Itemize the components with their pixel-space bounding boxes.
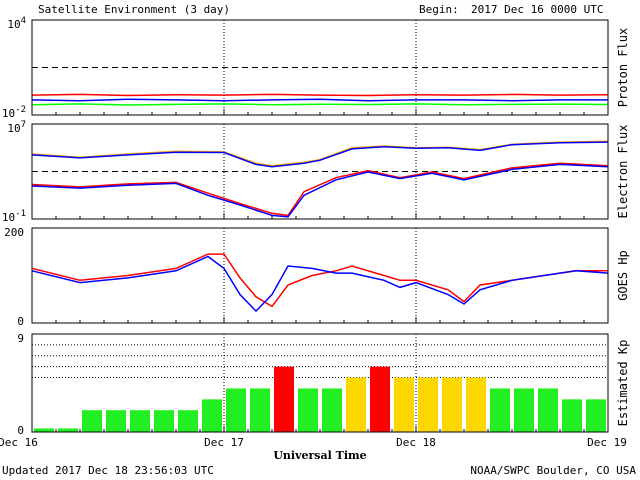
electron-flux-panel: 107 10-1 Electron Flux (2, 120, 630, 224)
updated-timestamp: Updated 2017 Dec 18 23:56:03 UTC (2, 464, 214, 477)
kp-bar (442, 377, 462, 432)
kp-bar (394, 377, 414, 432)
electron-flux-axis-label: Electron Flux (616, 125, 630, 219)
goes-hp-series-blue (31, 255, 609, 313)
kp-bar (538, 388, 558, 432)
kp-bar (322, 388, 342, 432)
kp-bar (370, 366, 390, 432)
proton-flux-series-blue (31, 98, 608, 102)
begin-value: 2017 Dec 16 0000 UTC (471, 3, 603, 16)
begin-label: Begin: (419, 3, 459, 16)
kp-bar (514, 388, 534, 432)
kp-bar (58, 428, 78, 432)
kp-bar (466, 377, 486, 432)
proton-flux-panel: 104 10-2 Proton Flux (2, 16, 630, 120)
goes-hp-series-red (31, 253, 608, 308)
xtick-dec17: Dec 17 (204, 436, 244, 449)
xtick-dec18: Dec 18 (396, 436, 436, 449)
estimated-kp-panel: 9 0 Estimated Kp (17, 332, 630, 437)
goes-hp-axis-label: GOES Hp (616, 250, 630, 301)
estimated-kp-axis-label: Estimated Kp (616, 340, 630, 427)
kp-bar (106, 410, 126, 432)
electron-flux-frame (31, 123, 609, 220)
goes-hp-ytick-label: 0 (17, 315, 24, 328)
electron-flux-series-red (31, 162, 609, 217)
kp-bar (274, 366, 294, 432)
kp-bar (490, 388, 510, 432)
kp-bar (346, 377, 366, 432)
kp-bar (586, 399, 606, 432)
kp-bar (250, 388, 270, 432)
estimated-kp-ytick-label: 9 (17, 332, 24, 345)
kp-bar (154, 410, 174, 432)
proton-flux-series-red (31, 93, 609, 97)
electron-flux-ytick-label: 107 (7, 120, 26, 135)
proton-flux-ytick-label: 104 (7, 16, 26, 31)
proton-flux-axis-label: Proton Flux (616, 28, 630, 107)
kp-bar (298, 388, 318, 432)
kp-bar (202, 399, 222, 432)
goes-hp-ytick-label: 200 (4, 226, 24, 239)
kp-bar (34, 428, 54, 432)
x-axis-label: Universal Time (273, 449, 366, 462)
xtick-dec19: Dec 19 (587, 436, 627, 449)
electron-flux-ytick-label: 10-1 (2, 209, 26, 224)
goes-hp-panel: 200 0 GOES Hp (4, 226, 630, 328)
estimated-kp-ytick-label: 0 (17, 424, 24, 437)
proton-flux-ytick-label: 10-2 (2, 105, 26, 120)
goes-hp-frame (31, 227, 609, 324)
page-title: Satellite Environment (3 day) (38, 3, 230, 16)
electron-flux-series-blue (31, 141, 609, 168)
kp-bar (130, 410, 150, 432)
proton-flux-series-green (31, 103, 609, 106)
xtick-dec16: Dec 16 (0, 436, 38, 449)
kp-bar (178, 410, 198, 432)
electron-flux-series-blue (31, 163, 609, 218)
kp-bar (562, 399, 582, 432)
kp-bar (418, 377, 438, 432)
credit-text: NOAA/SWPC Boulder, CO USA (470, 464, 636, 477)
kp-bar (82, 410, 102, 432)
kp-bar (226, 388, 246, 432)
